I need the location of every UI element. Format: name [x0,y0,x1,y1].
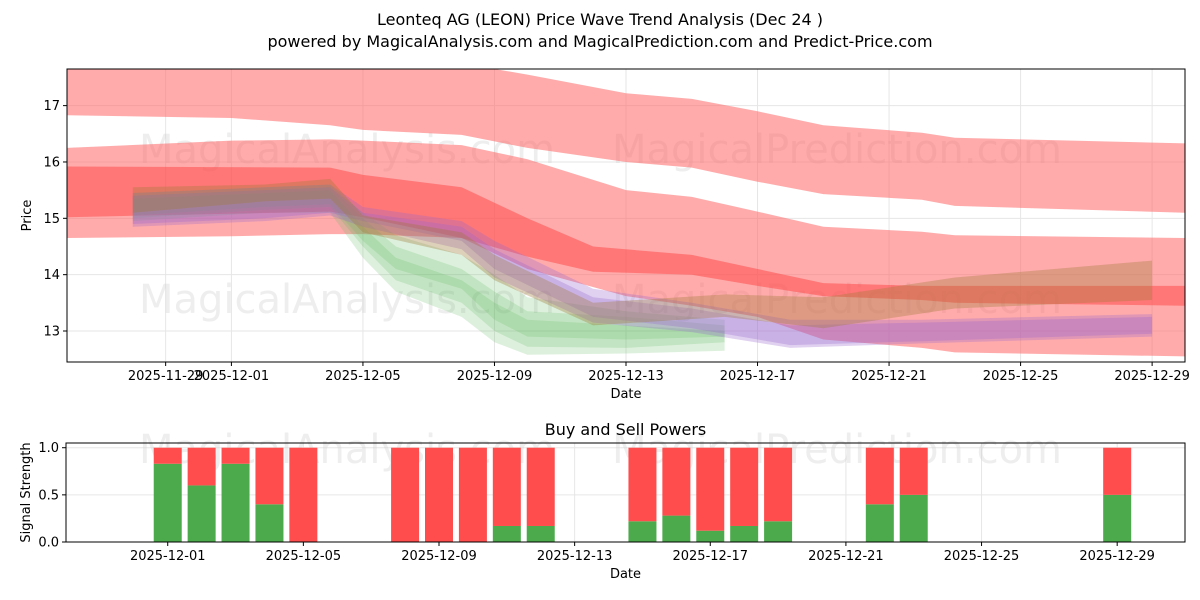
price-y-tick-label: 14 [43,268,60,283]
price-x-tick-label: 2025-12-21 [851,369,927,384]
signal-y-tick-label: 1.0 [38,441,59,456]
buy-bar [1103,495,1131,542]
signal-x-tick-label: 2025-12-29 [1079,549,1155,564]
sell-bar [527,448,555,526]
sell-bar [222,448,250,464]
sell-bar [1103,448,1131,495]
sell-bar [662,448,690,516]
buy-bar [662,516,690,542]
signal-x-tick-label: 2025-12-09 [401,549,477,564]
buy-bar [764,521,792,542]
sell-bar [391,448,419,542]
sell-bar [459,448,487,542]
sell-bar [866,448,894,505]
buy-bar [628,521,656,542]
price-x-tick-label: 2025-12-05 [325,369,401,384]
signal-x-tick-label: 2025-12-13 [537,549,613,564]
sell-bar [493,448,521,526]
buy-bar [255,504,283,542]
buy-bar [730,526,758,542]
buy-bar [527,526,555,542]
sell-bar [425,448,453,542]
chart-figure: Leonteq AG (LEON) Price Wave Trend Analy… [0,0,1200,600]
sell-bar [900,448,928,495]
price-x-tick-label: 2025-12-17 [720,369,796,384]
sell-bar [154,448,182,464]
buy-bar [188,485,216,542]
signal-x-axis-label: Date [610,567,641,582]
sell-bar [188,448,216,486]
price-y-tick-label: 17 [43,99,60,114]
buy-bar [493,526,521,542]
signal-x-tick-label: 2025-12-25 [944,549,1020,564]
price-y-tick-label: 15 [43,212,60,227]
price-y-tick-label: 16 [43,155,60,170]
sell-bar [764,448,792,522]
signal-x-tick-label: 2025-12-05 [266,549,342,564]
buy-bar [900,495,928,542]
sell-bar [255,448,283,505]
signal-x-tick-label: 2025-12-01 [130,549,206,564]
price-y-axis-label: Price [20,200,35,232]
signal-y-tick-label: 0.0 [38,536,59,551]
buy-bar [154,464,182,542]
price-x-tick-label: 2025-12-25 [983,369,1059,384]
sell-bar [730,448,758,526]
signal-chart-title: Buy and Sell Powers [545,420,707,439]
price-x-tick-label: 2025-12-29 [1114,369,1190,384]
figure-title-line2: powered by MagicalAnalysis.com and Magic… [267,32,932,51]
price-y-tick-label: 13 [43,325,60,340]
signal-x-tick-label: 2025-12-17 [672,549,748,564]
price-x-tick-label: 2025-12-01 [194,369,270,384]
buy-bar [222,464,250,542]
buy-bar [696,531,724,542]
figure-title-line1: Leonteq AG (LEON) Price Wave Trend Analy… [377,10,823,29]
signal-x-tick-label: 2025-12-21 [808,549,884,564]
signal-y-axis-label: Signal Strength [19,442,34,542]
price-x-tick-label: 2025-12-09 [457,369,533,384]
price-x-tick-label: 2025-12-13 [588,369,664,384]
sell-bar [289,448,317,542]
sell-bar [696,448,724,531]
price-x-axis-label: Date [610,387,641,402]
buy-bar [866,504,894,542]
sell-bar [628,448,656,522]
signal-y-tick-label: 0.5 [38,488,59,503]
price-x-tick-label: 2025-11-29 [128,369,204,384]
